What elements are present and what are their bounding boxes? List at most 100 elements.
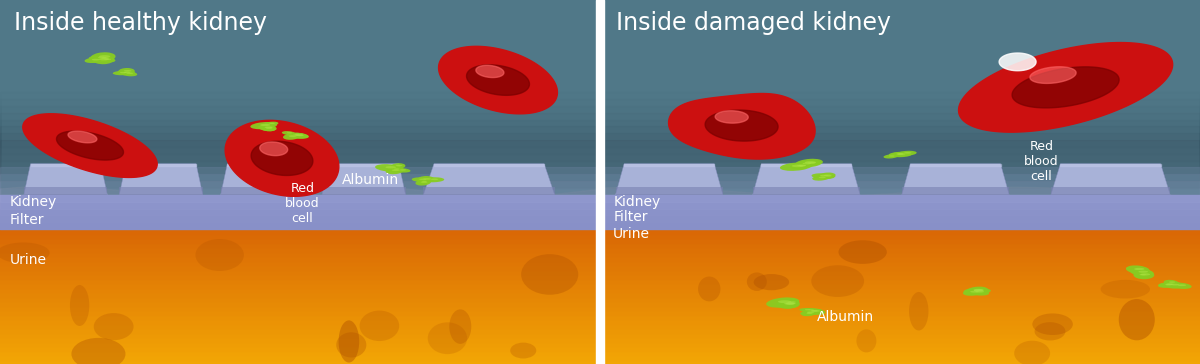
Ellipse shape bbox=[289, 133, 300, 137]
Polygon shape bbox=[1030, 67, 1076, 83]
Text: Albumin: Albumin bbox=[817, 310, 875, 324]
Ellipse shape bbox=[70, 285, 89, 326]
Ellipse shape bbox=[973, 289, 983, 292]
Ellipse shape bbox=[98, 55, 110, 58]
Ellipse shape bbox=[1169, 281, 1175, 283]
Ellipse shape bbox=[287, 132, 292, 133]
Ellipse shape bbox=[100, 58, 109, 60]
Ellipse shape bbox=[422, 181, 427, 182]
Ellipse shape bbox=[126, 72, 133, 74]
Ellipse shape bbox=[698, 277, 720, 301]
Ellipse shape bbox=[780, 162, 811, 171]
Polygon shape bbox=[902, 164, 1009, 195]
Ellipse shape bbox=[287, 132, 308, 139]
Ellipse shape bbox=[424, 178, 431, 180]
Text: Urine: Urine bbox=[10, 253, 47, 267]
Ellipse shape bbox=[1139, 271, 1148, 273]
Ellipse shape bbox=[754, 274, 790, 290]
Ellipse shape bbox=[251, 122, 277, 129]
Polygon shape bbox=[706, 110, 778, 141]
Ellipse shape bbox=[792, 165, 803, 167]
Ellipse shape bbox=[1166, 283, 1174, 285]
Polygon shape bbox=[221, 187, 304, 195]
Ellipse shape bbox=[296, 135, 304, 136]
Ellipse shape bbox=[779, 300, 799, 308]
Polygon shape bbox=[1051, 164, 1170, 195]
Text: Red
blood
cell: Red blood cell bbox=[286, 182, 319, 225]
Ellipse shape bbox=[98, 57, 107, 59]
Ellipse shape bbox=[1118, 299, 1154, 340]
Ellipse shape bbox=[120, 72, 127, 73]
Ellipse shape bbox=[289, 133, 308, 139]
Ellipse shape bbox=[282, 131, 295, 135]
Ellipse shape bbox=[1130, 269, 1153, 276]
Ellipse shape bbox=[427, 323, 467, 354]
Ellipse shape bbox=[1134, 271, 1154, 279]
Ellipse shape bbox=[0, 242, 49, 263]
Ellipse shape bbox=[967, 288, 986, 294]
Ellipse shape bbox=[449, 309, 472, 344]
Ellipse shape bbox=[817, 173, 835, 179]
Ellipse shape bbox=[839, 240, 887, 264]
Ellipse shape bbox=[806, 312, 815, 313]
Ellipse shape bbox=[809, 309, 814, 310]
Ellipse shape bbox=[116, 71, 136, 75]
Ellipse shape bbox=[283, 133, 300, 140]
Ellipse shape bbox=[119, 68, 134, 75]
Ellipse shape bbox=[784, 302, 794, 305]
Text: Red
blood
cell: Red blood cell bbox=[1025, 140, 1058, 183]
Ellipse shape bbox=[293, 134, 298, 135]
Ellipse shape bbox=[336, 332, 366, 357]
Ellipse shape bbox=[120, 71, 137, 76]
Polygon shape bbox=[24, 164, 107, 195]
Ellipse shape bbox=[360, 310, 400, 341]
Ellipse shape bbox=[811, 310, 817, 312]
Polygon shape bbox=[616, 164, 722, 195]
Ellipse shape bbox=[521, 254, 578, 295]
Ellipse shape bbox=[376, 164, 403, 172]
Ellipse shape bbox=[412, 177, 432, 182]
Ellipse shape bbox=[796, 161, 816, 167]
Ellipse shape bbox=[898, 153, 905, 155]
Ellipse shape bbox=[295, 134, 300, 135]
Ellipse shape bbox=[264, 126, 272, 128]
Ellipse shape bbox=[1100, 280, 1150, 298]
Ellipse shape bbox=[802, 311, 816, 316]
Polygon shape bbox=[56, 131, 124, 160]
Ellipse shape bbox=[1158, 282, 1177, 288]
Polygon shape bbox=[616, 187, 722, 195]
Ellipse shape bbox=[1170, 282, 1192, 289]
Ellipse shape bbox=[1140, 274, 1146, 276]
Ellipse shape bbox=[400, 169, 406, 171]
Polygon shape bbox=[715, 111, 749, 123]
Ellipse shape bbox=[746, 273, 767, 291]
Text: Urine: Urine bbox=[613, 227, 650, 241]
Ellipse shape bbox=[766, 297, 799, 308]
Ellipse shape bbox=[418, 179, 430, 183]
Ellipse shape bbox=[890, 152, 907, 157]
Ellipse shape bbox=[896, 153, 904, 155]
Ellipse shape bbox=[804, 308, 817, 312]
Ellipse shape bbox=[295, 134, 304, 136]
Ellipse shape bbox=[90, 52, 115, 62]
Polygon shape bbox=[438, 46, 558, 114]
Ellipse shape bbox=[883, 154, 899, 158]
Ellipse shape bbox=[510, 343, 536, 359]
Ellipse shape bbox=[808, 162, 816, 164]
Text: Albumin: Albumin bbox=[342, 173, 400, 187]
Ellipse shape bbox=[94, 56, 114, 61]
Ellipse shape bbox=[396, 165, 402, 166]
Ellipse shape bbox=[811, 265, 864, 297]
Polygon shape bbox=[902, 187, 1009, 195]
Polygon shape bbox=[668, 94, 815, 159]
Ellipse shape bbox=[799, 308, 815, 312]
Ellipse shape bbox=[1032, 313, 1073, 335]
Polygon shape bbox=[476, 65, 504, 78]
Text: Kidney: Kidney bbox=[613, 195, 660, 209]
Ellipse shape bbox=[776, 300, 799, 309]
Polygon shape bbox=[119, 187, 203, 195]
Ellipse shape bbox=[967, 289, 989, 296]
Ellipse shape bbox=[1177, 284, 1186, 286]
Ellipse shape bbox=[889, 155, 894, 157]
Polygon shape bbox=[23, 114, 157, 177]
